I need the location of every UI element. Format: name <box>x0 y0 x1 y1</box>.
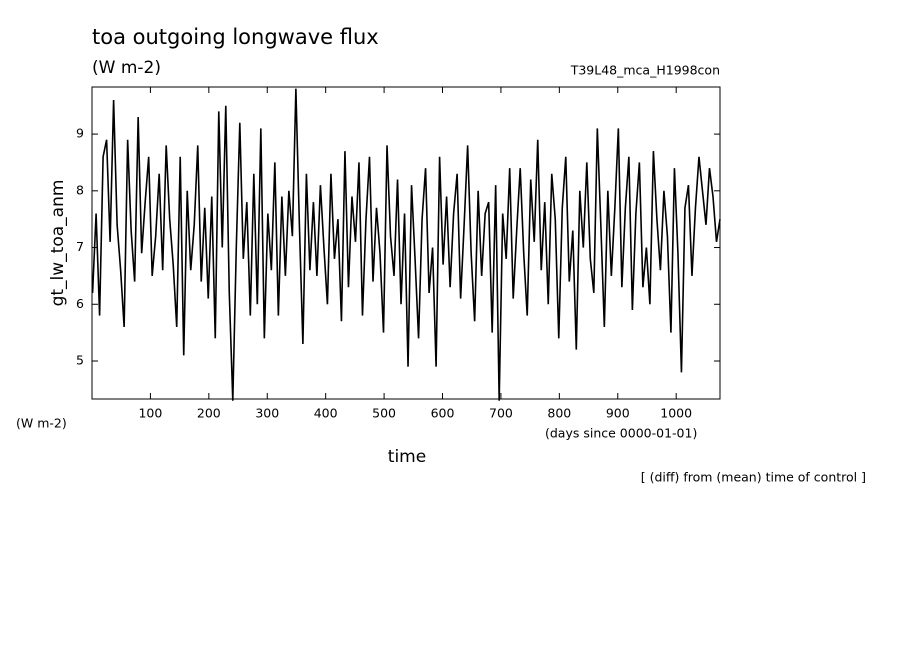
y-units: (W m-2) <box>16 416 67 431</box>
x-tick-label: 600 <box>431 406 455 421</box>
x-tick-label: 300 <box>255 406 279 421</box>
y-tick-label: 8 <box>76 182 84 197</box>
y-tick-label: 5 <box>76 352 84 367</box>
x-units: (days since 0000-01-01) <box>545 426 697 441</box>
x-tick-label: 900 <box>606 406 630 421</box>
y-tick-label: 6 <box>76 296 84 311</box>
x-tick-label: 500 <box>372 406 396 421</box>
y-tick-label: 7 <box>76 239 84 254</box>
x-tick-label: 800 <box>547 406 571 421</box>
x-tick-label: 400 <box>314 406 338 421</box>
x-tick-label: 100 <box>138 406 162 421</box>
plot-frame <box>91 86 721 400</box>
chart-subtitle: (W m-2) <box>92 58 161 78</box>
x-tick-label: 1000 <box>660 406 692 421</box>
x-axis-label: time <box>388 447 426 467</box>
x-tick-label: 700 <box>489 406 513 421</box>
x-tick-label: 200 <box>197 406 221 421</box>
y-axis-label: gt_lw_toa_anm <box>48 180 68 307</box>
run-label: T39L48_mca_H1998con <box>570 63 720 78</box>
y-tick-label: 9 <box>76 126 84 141</box>
chart-title: toa outgoing longwave flux <box>92 25 379 49</box>
data-line <box>91 88 721 401</box>
footnote: [ (diff) from (mean) time of control ] <box>641 470 866 485</box>
